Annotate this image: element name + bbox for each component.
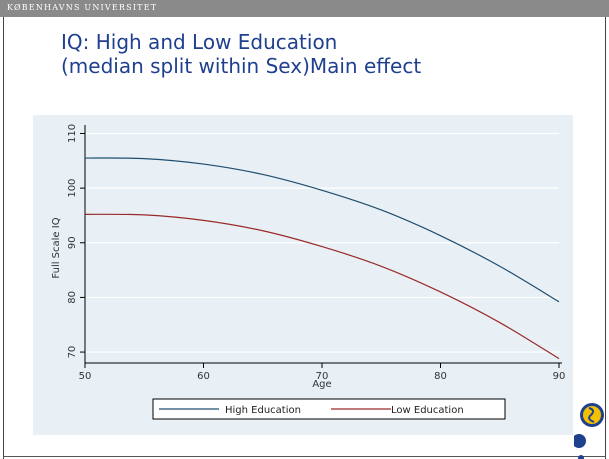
legend-label: Low Education <box>391 405 464 416</box>
x-tick-label: 80 <box>434 371 447 382</box>
plot-area <box>85 128 559 363</box>
left-border <box>3 17 4 459</box>
slide-title-line-1: IQ: High and Low Education <box>61 30 338 54</box>
y-axis-label: Full Scale IQ <box>51 217 62 278</box>
university-seal-icon <box>572 398 606 459</box>
y-tick-label: 70 <box>67 346 78 359</box>
legend-label: High Education <box>225 405 301 416</box>
x-axis-label: Age <box>312 379 331 390</box>
header-bar: KØBENHAVNS UNIVERSITET <box>0 0 609 17</box>
y-tick-label: 100 <box>67 179 78 198</box>
x-tick-label: 60 <box>197 371 210 382</box>
series-line-high-education <box>84 157 560 303</box>
university-name: KØBENHAVNS UNIVERSITET <box>7 3 158 12</box>
slide-title: IQ: High and Low Education (median split… <box>61 30 421 78</box>
series-lines <box>84 157 560 360</box>
legend-box <box>152 398 506 420</box>
bottom-border <box>3 456 606 457</box>
legend: High Education Low Education <box>152 398 506 420</box>
slide-title-line-2: (median split within Sex)Main effect <box>61 54 422 78</box>
right-border <box>605 17 606 459</box>
y-tick-label: 90 <box>67 236 78 249</box>
x-tick-label: 90 <box>553 371 566 382</box>
tick-labels: 70 80 90 100 110 50 60 70 80 90 <box>67 124 565 382</box>
x-tick-label: 50 <box>79 371 92 382</box>
line-chart: 70 80 90 100 110 50 60 70 80 90 Full Scale IQ Age… <box>33 115 573 435</box>
y-tick-label: 80 <box>67 291 78 304</box>
axes <box>80 125 562 368</box>
y-tick-label: 110 <box>67 124 78 143</box>
series-line-low-education <box>84 213 560 360</box>
x-tick-label: 70 <box>316 371 329 382</box>
gridlines <box>85 132 559 353</box>
chart-container: 70 80 90 100 110 50 60 70 80 90 Full Scale IQ Age… <box>33 115 573 435</box>
